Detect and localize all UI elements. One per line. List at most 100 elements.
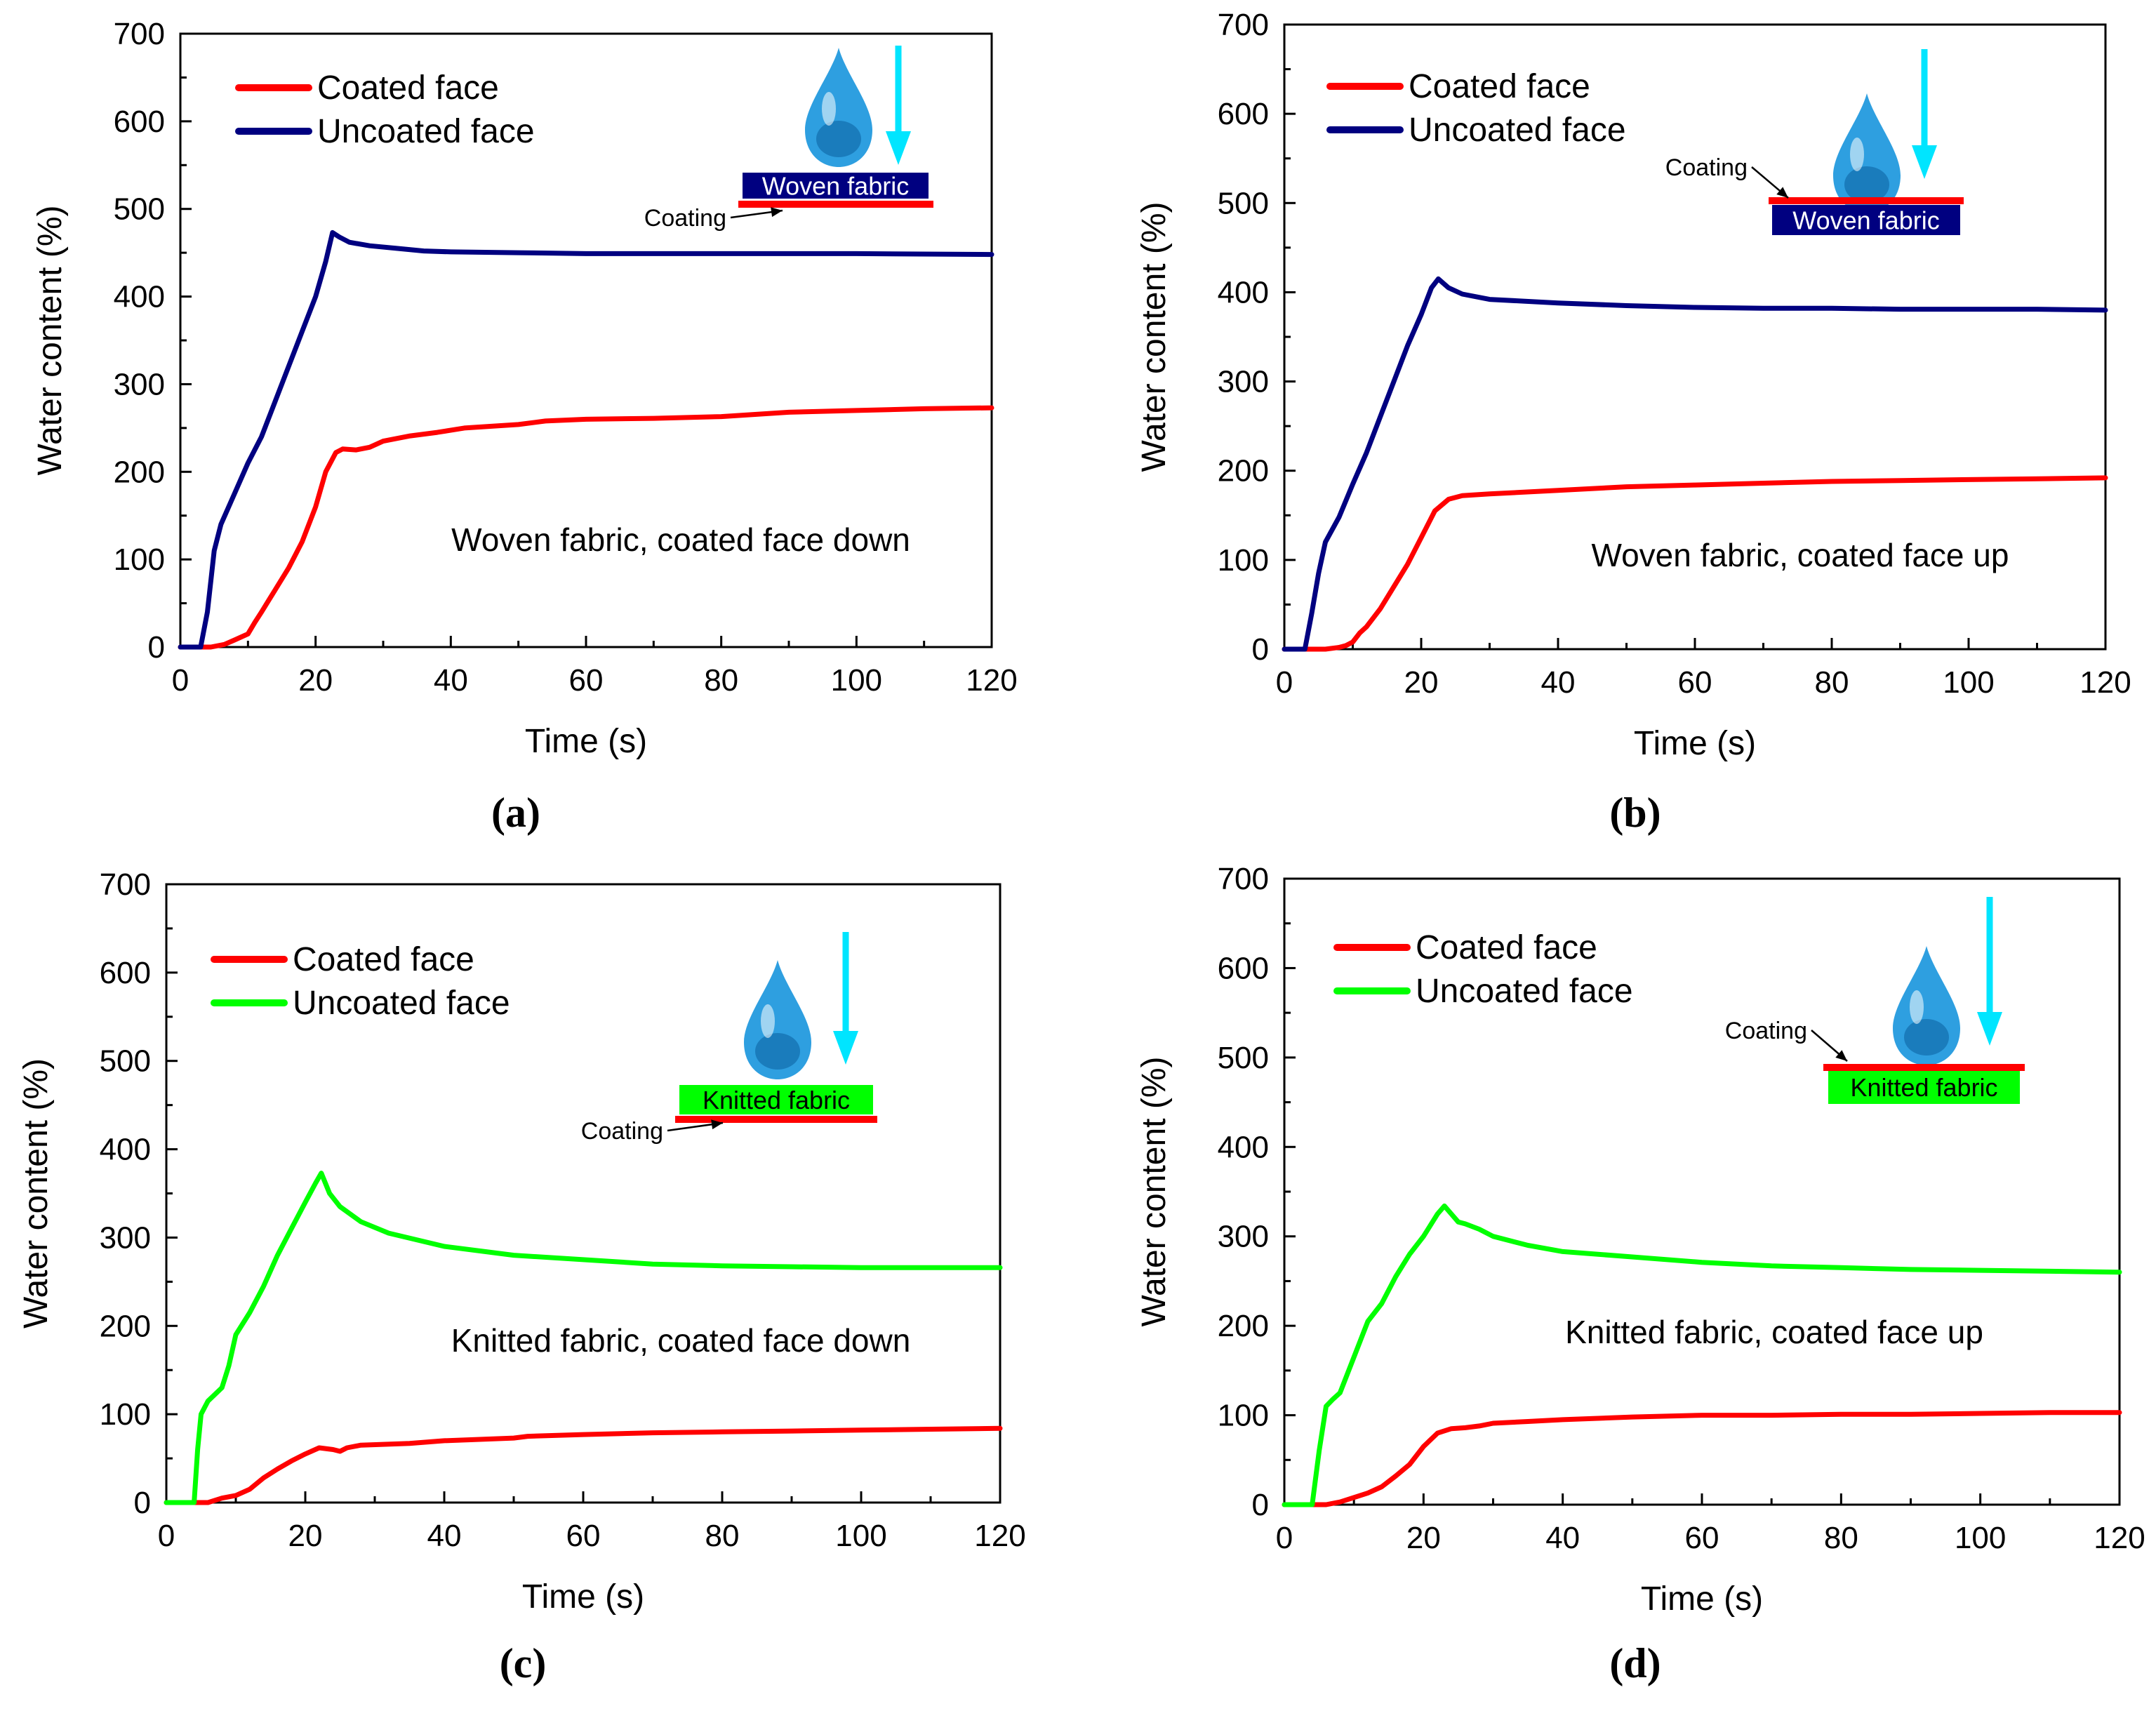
fabric-block [1772,205,1960,235]
y-tick-label: 500 [1218,186,1269,220]
chart-panel-d: 0 20 40 60 80 100 120 0 100 200 300 400 500 600 700 Tim… [1136,862,2145,1686]
legend-label: Uncoated face [1409,112,1626,149]
y-tick-label: 100 [1218,1399,1269,1433]
x-tick-label: 0 [1276,665,1293,700]
y-tick-label: 200 [1218,1309,1269,1343]
y-tick-label: 300 [1218,1220,1269,1254]
y-tick-label: 600 [114,105,165,139]
y-axis-label: Water content (%) [18,1058,55,1329]
y-tick-label: 600 [1218,951,1269,985]
x-tick-label: 80 [704,663,738,698]
x-tick-label: 0 [1276,1521,1293,1555]
x-tick-label: 120 [2094,1521,2145,1555]
x-tick-label: 120 [2080,665,2131,700]
x-tick-label: 80 [705,1519,740,1553]
water-drop-icon-highlight [1850,138,1864,171]
coating-label: Coating [1665,154,1748,181]
y-tick-label: 600 [100,956,151,990]
y-tick-label: 300 [1218,365,1269,399]
y-tick-label: 500 [1218,1041,1269,1075]
legend-label: Uncoated face [1416,973,1633,1010]
x-tick-label: 100 [1955,1521,2006,1555]
coating-pointer-head [1776,187,1788,198]
fabric-label: Knitted fabric [1850,1073,1997,1102]
panel-caption: (b) [1609,790,1661,836]
plot-frame [165,883,1002,1504]
water-drop-icon-shade [1904,1019,1949,1056]
x-axis-label: Time (s) [1634,725,1756,762]
x-tick-label: 40 [427,1519,462,1553]
series-line-uncoated-face [1282,276,2108,652]
series-line-coated-face [164,1425,1003,1505]
down-arrow-head [1912,145,1937,179]
fabric-block [1828,1070,2020,1104]
fabric-schematic: Knitted fabric Coating [1725,897,2025,1104]
chart-panel-b: 0 20 40 60 80 100 120 0 100 200 300 400 500 600 700 Tim… [1136,8,2131,836]
plot-frame [1283,877,2121,1506]
down-arrow-head [1977,1012,2002,1046]
plot-annotation: Knitted fabric, coated face down [451,1322,911,1359]
series-line-uncoated-face [164,1171,1003,1505]
legend-label: Uncoated face [293,985,510,1022]
x-axis-label: Time (s) [1641,1580,1763,1618]
x-tick-label: 40 [1545,1521,1580,1555]
y-tick-label: 700 [1218,8,1269,42]
chart-panel-c: 0 20 40 60 80 100 120 0 100 200 300 400 500 600 700 Tim… [18,867,1026,1686]
water-drop-icon-highlight [822,92,836,126]
y-tick-label: 200 [1218,454,1269,488]
x-tick-label: 60 [566,1519,601,1553]
y-tick-label: 300 [114,367,165,401]
coating-pointer-head [1835,1050,1847,1061]
x-tick-label: 100 [835,1519,886,1553]
y-tick-label: 400 [1218,1130,1269,1164]
water-drop-icon-highlight [1910,990,1924,1024]
series-line-coated-face [1282,475,2108,652]
y-tick-label: 600 [1218,97,1269,131]
coating-pointer-head [711,1119,723,1130]
fabric-schematic: Woven fabric Coating [644,46,933,232]
x-tick-label: 80 [1824,1521,1858,1555]
y-tick-label: 300 [100,1220,151,1255]
y-tick-label: 0 [134,1486,151,1520]
down-arrow-head [886,131,911,165]
fabric-block [679,1085,873,1114]
x-axis-label: Time (s) [525,723,647,760]
legend-label: Coated face [317,69,499,107]
panel-caption: (c) [500,1640,547,1686]
x-tick-label: 20 [1404,665,1439,700]
fabric-schematic: Knitted fabric Coating [581,932,877,1145]
plot-annotation: Woven fabric, coated face down [451,521,910,558]
coating-label: Coating [1725,1018,1807,1044]
y-tick-label: 700 [114,17,165,51]
series-line-coated-face [178,405,994,650]
legend-label: Coated face [1409,68,1590,105]
x-tick-label: 60 [1685,1521,1719,1555]
y-tick-label: 0 [1252,1488,1269,1522]
fabric-label: Woven fabric [762,172,909,201]
y-tick-label: 200 [114,455,165,489]
water-drop-icon-highlight [761,1004,775,1038]
y-tick-label: 400 [1218,275,1269,309]
x-tick-label: 40 [434,663,468,698]
x-tick-label: 40 [1541,665,1576,700]
x-tick-label: 20 [298,663,333,698]
water-drop-icon-shade [1844,166,1889,203]
y-tick-label: 500 [100,1044,151,1079]
legend-label: Coated face [293,941,474,978]
coating-pointer-head [771,207,783,218]
fabric-block [743,173,929,199]
y-tick-label: 500 [114,192,165,227]
panel-caption: (d) [1609,1640,1661,1686]
x-tick-label: 20 [288,1519,323,1553]
y-tick-label: 0 [1252,632,1269,667]
y-tick-label: 0 [148,630,165,665]
water-drop-icon-shade [816,121,861,157]
x-tick-label: 80 [1815,665,1849,700]
down-arrow-head [833,1031,858,1065]
x-tick-label: 100 [1943,665,1994,700]
y-axis-label: Water content (%) [1136,1056,1173,1326]
chart-panel-a: 0 20 40 60 80 100 120 0 100 200 300 400 500 600 700 Tim… [32,17,1018,836]
y-tick-label: 700 [100,867,151,902]
x-tick-label: 100 [831,663,882,698]
